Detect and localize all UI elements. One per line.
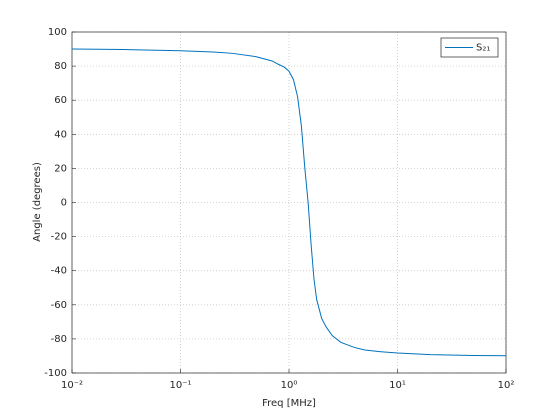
y-tick-label: 100: [48, 27, 67, 38]
legend-label: S₂₁: [476, 43, 490, 54]
x-axis-label: Freq [MHz]: [262, 398, 316, 409]
y-tick-label: 0: [61, 198, 67, 209]
y-tick-label: -60: [51, 300, 67, 311]
y-tick-label: 20: [54, 163, 67, 174]
y-tick-label: 60: [54, 95, 67, 106]
x-tick-label: 10¹: [389, 380, 406, 391]
x-tick-label: 10⁻²: [61, 380, 83, 391]
y-tick-label: 80: [54, 61, 67, 72]
x-tick-label: 10⁻¹: [169, 380, 191, 391]
y-tick-label: -40: [51, 266, 67, 277]
x-tick-label: 10²: [498, 380, 515, 391]
y-axis-label: Angle (degrees): [32, 162, 43, 242]
y-tick-label: -80: [51, 334, 67, 345]
y-tick-label: -100: [44, 368, 67, 379]
x-tick-label: 10⁰: [281, 380, 298, 391]
y-tick-label: 40: [54, 129, 67, 140]
axes-box: [71, 31, 507, 374]
series-line: [71, 48, 507, 357]
y-tick-label: -20: [51, 232, 67, 243]
